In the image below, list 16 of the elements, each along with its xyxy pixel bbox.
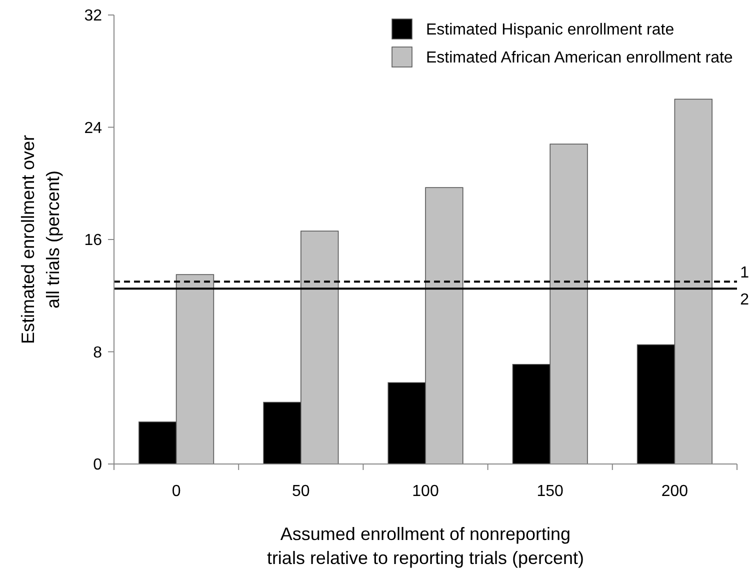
x-tick-label: 100 bbox=[412, 483, 439, 500]
legend-label: Estimated Hispanic enrollment rate bbox=[426, 22, 674, 39]
text: 1 bbox=[740, 264, 750, 282]
x-tick-label: 200 bbox=[661, 483, 688, 500]
legend-label: Estimated African American enrollment rate bbox=[426, 50, 733, 67]
x-tick-label: 150 bbox=[536, 483, 564, 500]
x-axis-title: Assumed enrollment of nonreporting trials relative to reporting trials (percent) bbox=[266, 524, 584, 568]
y-tick-label: 0 bbox=[93, 456, 102, 474]
y-tick-label: 32 bbox=[84, 8, 102, 25]
x-tick-label: 50 bbox=[292, 483, 310, 500]
y-axis-title: Estimated enrollment over all trials (percent) bbox=[18, 134, 63, 344]
y-tick-label: 8 bbox=[93, 344, 102, 362]
text: 2 bbox=[740, 292, 750, 309]
x-tick-label: 0 bbox=[172, 483, 181, 500]
y-tick-label: 24 bbox=[84, 120, 102, 137]
y-tick-label: 16 bbox=[84, 232, 102, 250]
